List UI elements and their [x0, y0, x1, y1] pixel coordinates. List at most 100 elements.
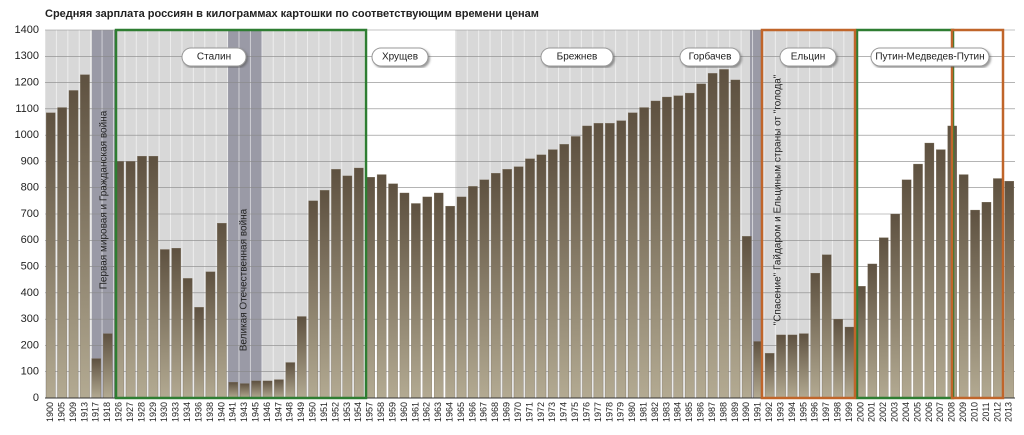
x-tick-label: 1986 [696, 402, 706, 422]
x-tick-label: 1993 [775, 402, 785, 422]
bar [479, 179, 490, 399]
bar [388, 183, 398, 399]
x-tick-label: 1963 [433, 402, 443, 422]
x-tick-label: 1933 [171, 402, 181, 422]
bar [639, 107, 649, 399]
x-tick-label: 2008 [947, 402, 957, 422]
bar [217, 223, 227, 399]
y-tick-label: 1300 [15, 50, 39, 62]
x-tick-label: 1938 [205, 402, 215, 422]
x-tick-label: 1971 [524, 402, 534, 422]
x-tick-label: 1905 [56, 402, 66, 422]
x-tick-label: 2012 [992, 402, 1002, 422]
bar [262, 380, 273, 399]
x-tick-label: 1950 [308, 402, 318, 422]
x-tick-label: 1974 [559, 402, 569, 422]
bar [958, 174, 969, 399]
bar [45, 112, 56, 399]
bar [297, 316, 307, 399]
y-tick-label: 500 [21, 260, 39, 272]
era-pill [181, 47, 247, 67]
bar [456, 196, 467, 399]
bar [936, 149, 946, 399]
x-tick-label: 1947 [273, 402, 283, 422]
bar [399, 192, 410, 399]
bar [867, 263, 878, 399]
x-tick-label: 1970 [513, 402, 523, 422]
era-label: Хрущев [382, 52, 418, 63]
bar [707, 73, 718, 399]
bar [171, 248, 181, 399]
y-tick-label: 1000 [15, 129, 39, 141]
x-tick-label: 1951 [319, 402, 329, 422]
x-tick-label: 1930 [159, 402, 169, 422]
x-tick-label: 1965 [456, 402, 466, 422]
x-tick-label: 1999 [844, 402, 854, 422]
x-tick-label: 1977 [593, 402, 603, 422]
era-box [760, 28, 857, 400]
x-tick-label: 1959 [387, 402, 397, 422]
x-tick-label: 1936 [193, 402, 203, 422]
bar [787, 334, 798, 399]
chart-title: Средняя зарплата россиян в килограммах к… [45, 8, 539, 20]
vertical-note: "Спасение" Гайдаром и Ельциным страны от… [773, 74, 784, 325]
x-tick-label: 1945 [250, 402, 260, 422]
bar [616, 120, 627, 399]
x-tick-label: 1941 [228, 402, 238, 422]
bar [445, 205, 455, 399]
bar [125, 161, 136, 399]
bar [742, 236, 752, 399]
bar [924, 142, 935, 399]
x-tick-label: 1926 [114, 402, 124, 422]
x-tick-label: 1909 [68, 402, 78, 422]
bar [730, 79, 741, 399]
x-tick-label: 2011 [981, 402, 991, 421]
bar [548, 149, 558, 399]
bar [662, 96, 672, 399]
bar [274, 379, 284, 399]
bar [251, 380, 261, 399]
x-tick-label: 2001 [867, 402, 877, 422]
x-tick-label: 1979 [616, 402, 626, 422]
bar [137, 156, 147, 399]
bar [57, 107, 67, 399]
bar [719, 69, 729, 399]
x-tick-label: 1943 [239, 402, 249, 422]
bar [491, 173, 501, 399]
x-tick-label: 1934 [182, 402, 192, 422]
vertical-note: Великая Отечественная война [239, 208, 250, 351]
x-tick-label: 1953 [342, 402, 352, 422]
x-tick-label: 2005 [912, 402, 922, 422]
bar [799, 333, 809, 399]
x-tick-label: 1992 [764, 402, 774, 422]
x-tick-label: 1972 [536, 402, 546, 422]
x-tick-label: 1975 [570, 402, 580, 422]
bar [319, 190, 330, 399]
x-tick-label: 1978 [604, 402, 614, 422]
bar [536, 154, 547, 399]
x-tick-label: 1981 [638, 402, 648, 422]
x-tick-label: 1957 [365, 402, 375, 422]
y-tick-label: 200 [21, 339, 39, 351]
bar [103, 333, 113, 399]
era-label: Ельцин [791, 52, 826, 63]
bar [879, 237, 889, 399]
bar [376, 174, 387, 399]
x-tick-label: 1989 [730, 402, 740, 422]
y-tick-label: 900 [21, 155, 39, 167]
y-tick-label: 100 [21, 366, 39, 378]
bar [901, 179, 912, 399]
era-box [114, 28, 368, 400]
bar [160, 249, 170, 399]
bar [993, 178, 1003, 399]
y-tick-label: 600 [21, 234, 39, 246]
x-tick-label: 1964 [444, 402, 454, 422]
x-tick-label: 1983 [661, 402, 671, 422]
bar [685, 92, 695, 399]
bar [776, 334, 786, 399]
bar [810, 272, 821, 399]
x-tick-label: 1988 [718, 402, 728, 422]
bar [194, 307, 204, 399]
x-tick-label: 1995 [798, 402, 808, 422]
